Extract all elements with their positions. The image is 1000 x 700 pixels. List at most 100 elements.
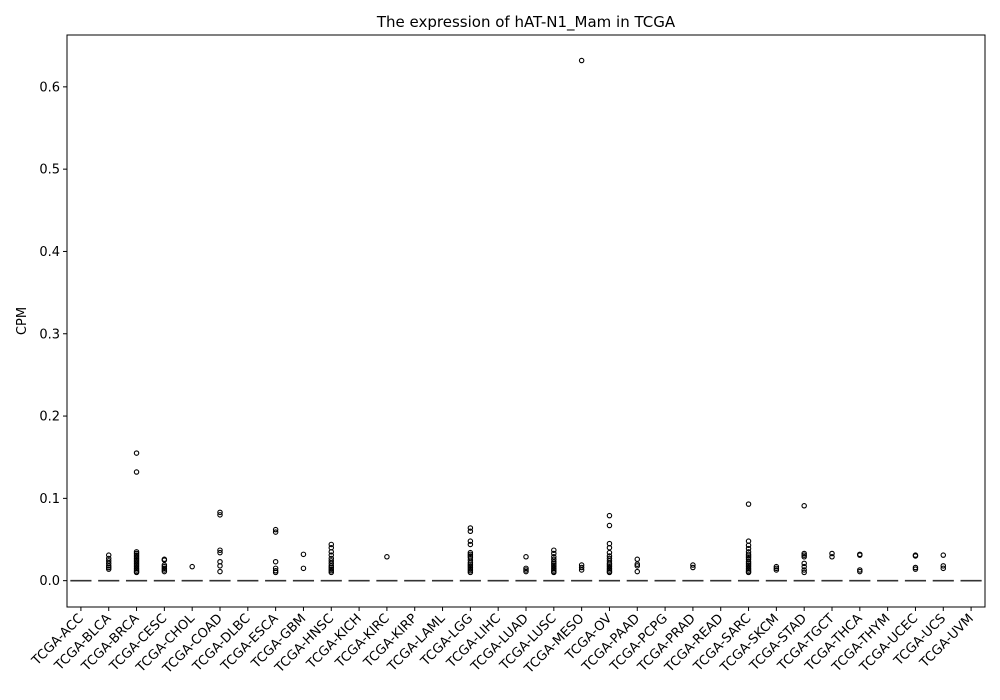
outlier-point <box>217 563 223 569</box>
outlier-point <box>801 563 807 570</box>
outlier-point <box>551 569 557 576</box>
y-tick-label: 0.3 <box>39 327 60 342</box>
x-axis: TCGA-ACCTCGA-BLCATCGA-BRCATCGA-CESCTCGA-… <box>29 607 977 677</box>
box-group <box>98 552 120 582</box>
box-group <box>125 450 148 582</box>
outlier-point <box>912 566 919 572</box>
outlier-point <box>217 547 223 553</box>
outlier-point <box>578 57 585 64</box>
box-group <box>181 563 203 582</box>
outlier-point <box>606 549 613 556</box>
box-group <box>543 547 565 582</box>
outlier-point <box>745 542 752 549</box>
box-group <box>626 556 648 582</box>
outlier-point <box>606 522 613 529</box>
outlier-point <box>801 503 807 509</box>
outlier-point <box>551 547 557 553</box>
outlier-point <box>105 566 112 572</box>
outlier-point <box>690 564 696 571</box>
y-tick-label: 0.6 <box>39 80 60 95</box>
outlier-point <box>133 469 140 475</box>
y-axis-label: CPM <box>15 307 30 335</box>
y-tick-label: 0.2 <box>39 410 60 425</box>
outlier-point <box>328 541 335 548</box>
outlier-point <box>940 563 947 569</box>
outlier-point <box>300 565 307 572</box>
box-group <box>904 552 927 582</box>
outlier-point <box>272 569 279 576</box>
box-group <box>376 554 398 582</box>
outlier-point <box>857 568 863 575</box>
outlier-point <box>857 552 863 558</box>
outlier-point <box>328 549 335 555</box>
box-group <box>598 512 621 582</box>
outlier-point <box>523 568 529 575</box>
outlier-point <box>801 554 807 560</box>
outlier-point <box>467 538 474 544</box>
outlier-point <box>551 550 557 557</box>
outlier-point <box>217 549 223 556</box>
outlier-point <box>467 525 474 531</box>
chart-title: The expression of hAT-N1_Mam in TCGA <box>376 13 676 32</box>
outlier-point <box>578 567 585 573</box>
plot-frame <box>66 34 986 608</box>
outlier-point <box>467 541 474 548</box>
outlier-point <box>189 563 195 570</box>
outlier-point <box>384 554 390 560</box>
outlier-point <box>272 529 279 535</box>
box-group <box>821 550 843 582</box>
outlier-point <box>217 509 223 516</box>
outlier-point <box>161 568 168 575</box>
box-group <box>849 551 871 582</box>
outlier-point <box>745 545 752 552</box>
outlier-point <box>133 569 140 576</box>
outlier-point <box>105 552 112 558</box>
outlier-point <box>940 565 947 572</box>
outlier-point <box>801 569 807 576</box>
box-group <box>320 541 342 582</box>
outlier-point <box>829 554 835 560</box>
box-group <box>793 503 815 582</box>
outlier-point <box>467 528 474 535</box>
y-tick-label: 0.0 <box>39 574 60 589</box>
box-group <box>515 554 537 582</box>
box-group <box>459 525 481 582</box>
outlier-point <box>133 450 140 456</box>
outlier-point <box>606 569 613 576</box>
outlier-point <box>606 512 613 519</box>
outlier-point <box>940 552 947 558</box>
box-group <box>682 562 704 582</box>
outlier-point <box>829 550 835 557</box>
box-group <box>209 509 231 582</box>
outlier-point <box>578 564 585 571</box>
y-axis: 0.0 0.1 0.2 0.3 0.4 0.5 0.6 <box>39 80 67 589</box>
y-tick-label: 0.5 <box>39 163 60 178</box>
outlier-point <box>634 568 641 575</box>
outlier-point <box>272 526 279 533</box>
outlier-point <box>801 560 807 567</box>
outlier-point <box>801 567 807 573</box>
outlier-point <box>217 568 223 575</box>
outlier-point <box>690 562 696 568</box>
outlier-point <box>745 569 752 576</box>
box-group <box>153 556 175 582</box>
y-tick-label: 0.4 <box>39 245 60 260</box>
box-group <box>265 526 287 582</box>
box-group <box>292 551 315 582</box>
outlier-point <box>634 563 641 569</box>
outlier-point <box>272 558 279 565</box>
outlier-point <box>217 512 223 518</box>
plot-area <box>70 57 982 582</box>
outlier-point <box>773 567 780 573</box>
outlier-point <box>328 552 335 558</box>
box-group <box>571 57 593 582</box>
outlier-point <box>523 554 529 560</box>
y-tick-label: 0.1 <box>39 492 60 507</box>
outlier-point <box>300 551 307 558</box>
outlier-point <box>745 501 752 507</box>
outlier-point <box>467 569 474 576</box>
box-group <box>765 563 787 582</box>
outlier-point <box>328 569 335 576</box>
box-group <box>737 501 760 582</box>
